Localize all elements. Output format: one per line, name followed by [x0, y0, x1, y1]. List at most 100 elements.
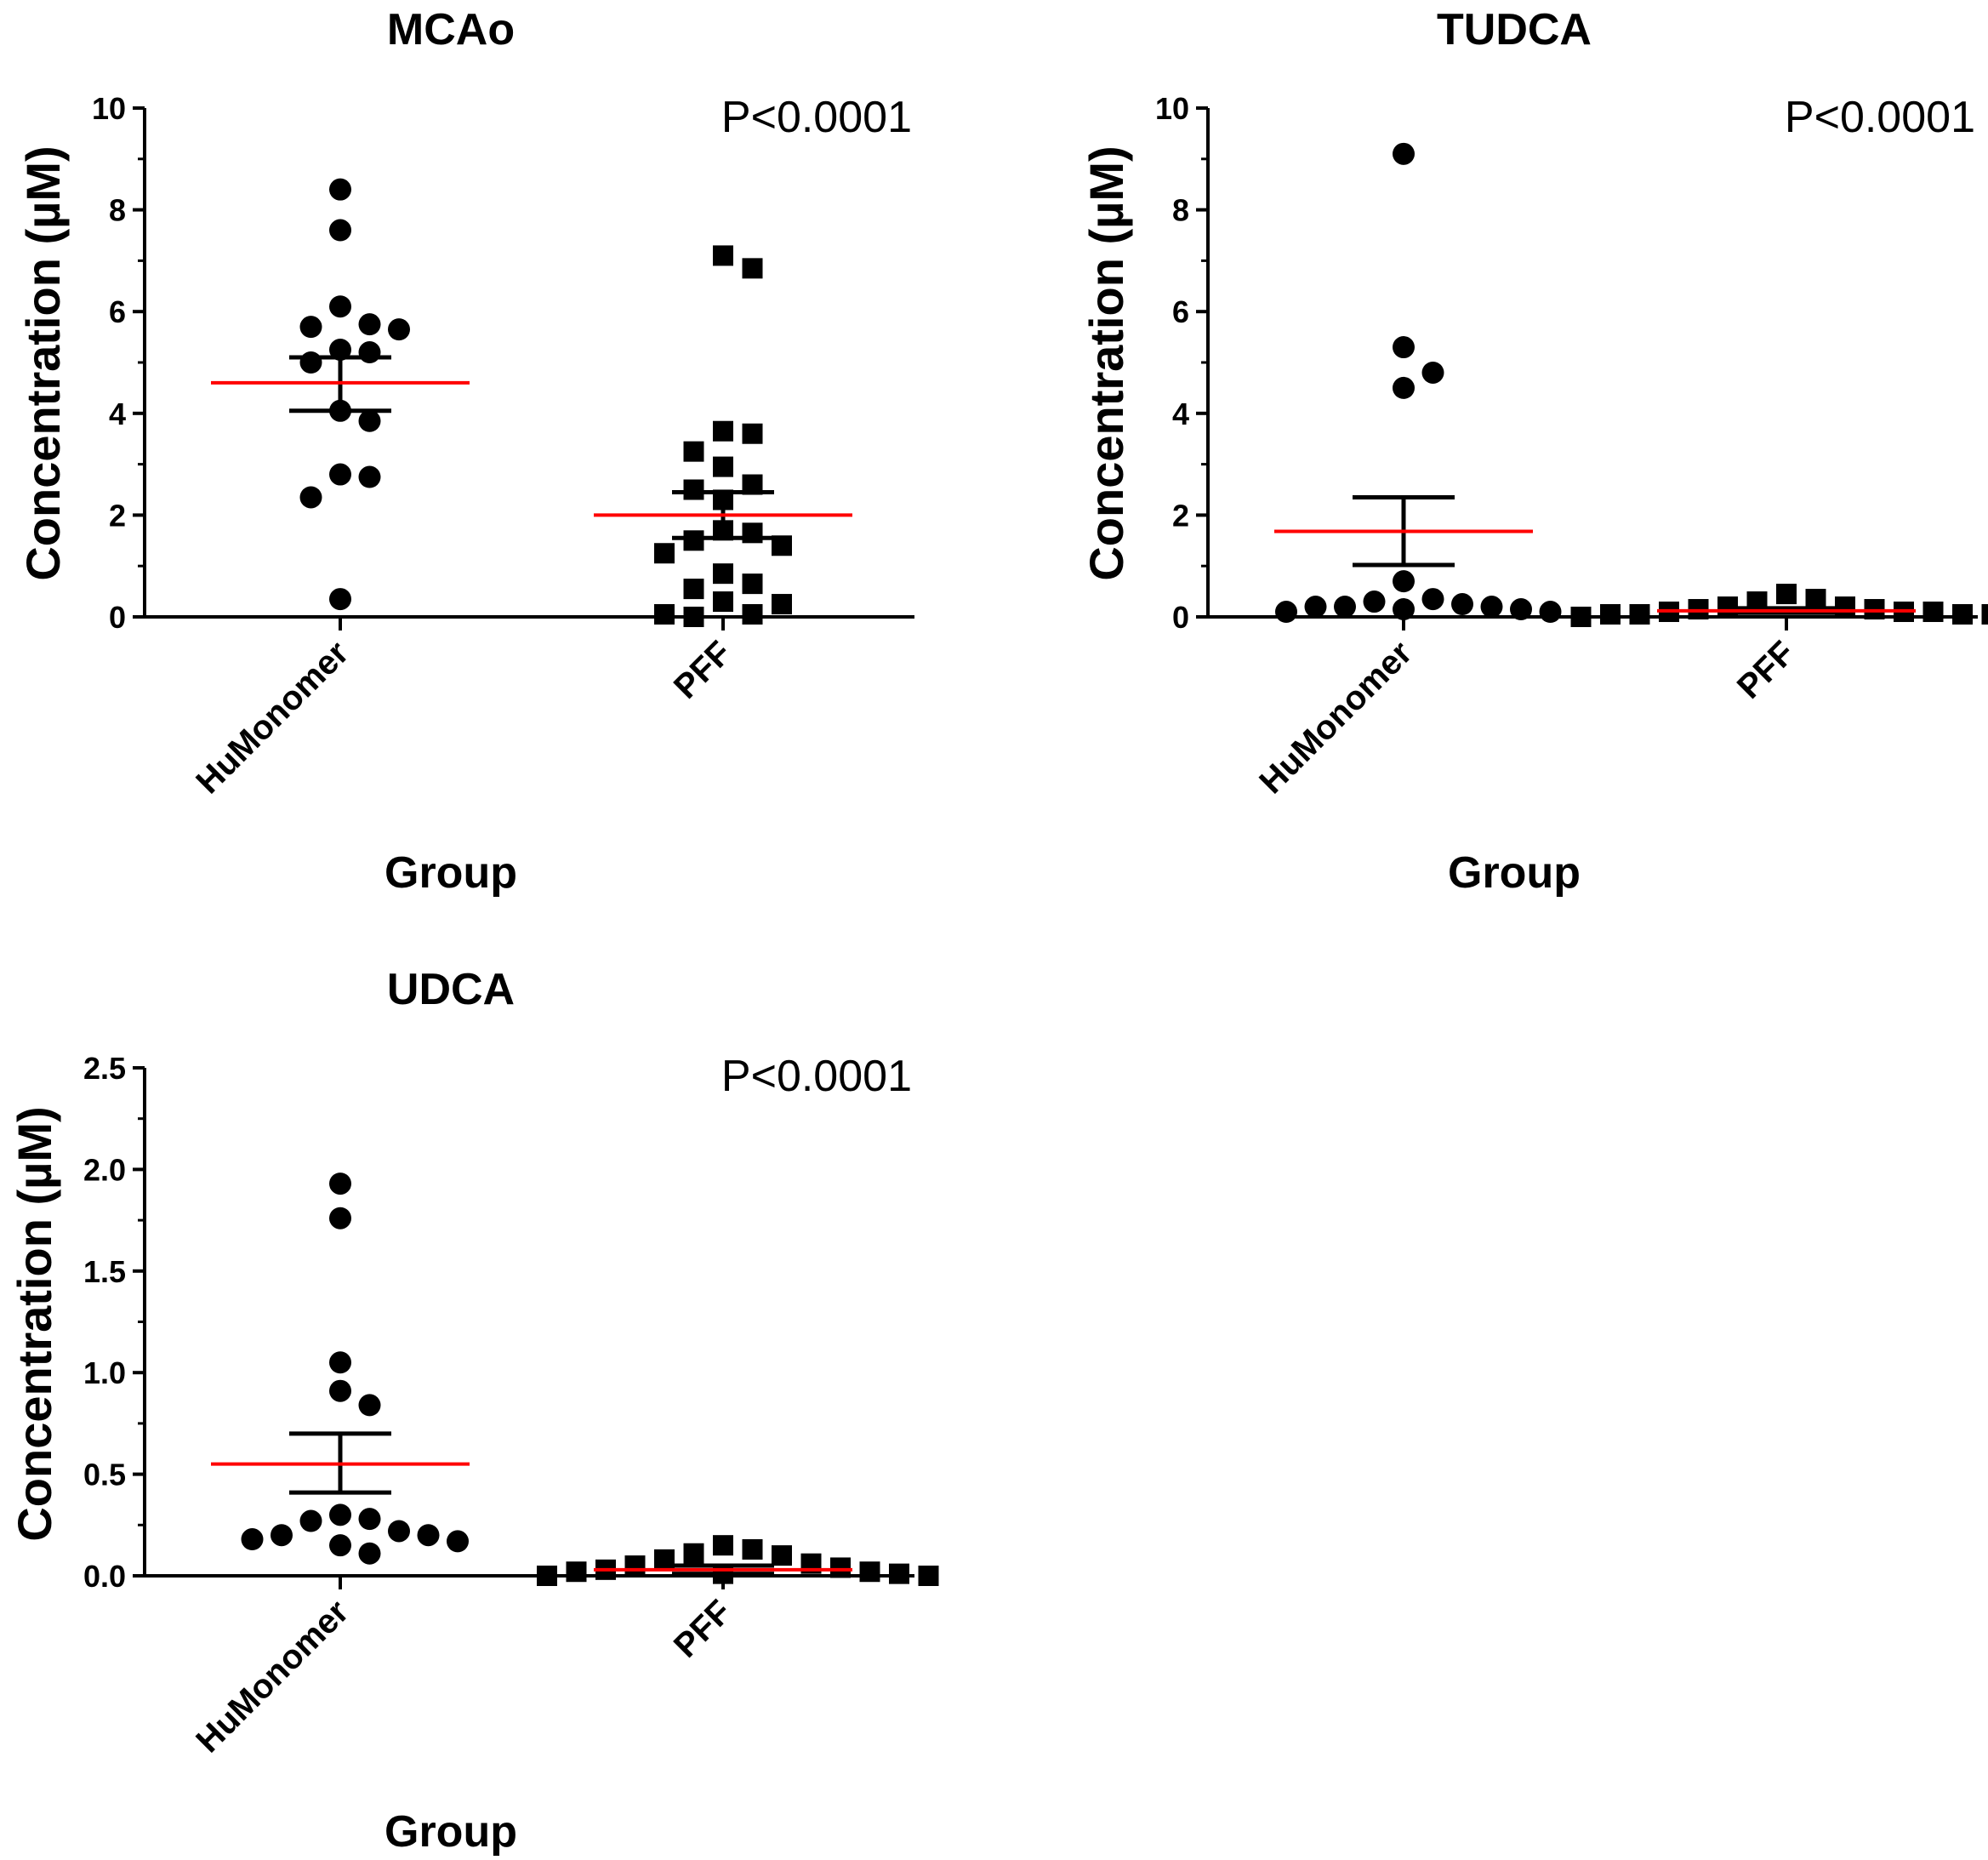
- data-point: [299, 351, 322, 374]
- chart-title: TUDCA: [1437, 5, 1592, 54]
- data-point: [358, 1542, 381, 1565]
- data-point: [329, 463, 351, 486]
- y-tick-label: 0.5: [83, 1458, 126, 1492]
- data-point: [1334, 596, 1356, 619]
- data-point: [358, 313, 381, 336]
- y-tick-labels: 0.0 0.5 1.0 1.5 2.0 2.5: [83, 1051, 126, 1594]
- data-point: [299, 1509, 322, 1532]
- data-point: [329, 1503, 351, 1526]
- data-point: [683, 479, 704, 500]
- data-point: [241, 1528, 264, 1551]
- y-tick-label: 0: [1172, 600, 1189, 635]
- data-point: [299, 486, 322, 509]
- data-point: [713, 456, 733, 477]
- plot-area: [133, 106, 914, 630]
- category-labels: HuMonomer PFF: [189, 1593, 738, 1760]
- data-point: [329, 1351, 351, 1374]
- x-axis-label: Group: [384, 848, 517, 898]
- data-point: [1363, 591, 1386, 613]
- data-point: [447, 1530, 469, 1553]
- data-point: [329, 295, 351, 318]
- data-point: [1600, 604, 1621, 625]
- data-point: [713, 591, 733, 613]
- data-point: [713, 245, 733, 266]
- y-tick-label: 1.0: [83, 1355, 126, 1390]
- y-tick-label: 2: [109, 498, 126, 533]
- data-point: [742, 1538, 763, 1560]
- data-point: [1570, 607, 1592, 627]
- data-point: [772, 594, 792, 615]
- data-point: [889, 1563, 909, 1584]
- data-point: [1393, 376, 1415, 399]
- category-labels: HuMonomer PFF: [189, 634, 738, 801]
- y-tick-label: 0: [109, 600, 126, 635]
- y-axis-label: Concentration (µM): [1079, 145, 1133, 580]
- data-point: [859, 1561, 880, 1583]
- plot-area: [1196, 106, 1988, 630]
- data-point: [1480, 596, 1503, 619]
- data-point: [654, 543, 675, 564]
- y-tick-label: 2.0: [83, 1152, 126, 1187]
- p-value-annotation: P<0.0001: [721, 1052, 912, 1101]
- data-point: [742, 258, 763, 279]
- data-point: [1393, 598, 1415, 621]
- data-point: [1304, 596, 1327, 619]
- data-point: [1421, 361, 1444, 384]
- y-tick-label: 8: [109, 193, 126, 228]
- plot-area: [133, 1066, 939, 1589]
- data-point: [830, 1557, 851, 1578]
- data-point: [1629, 604, 1650, 625]
- category-label: PFF: [1730, 634, 1803, 706]
- data-point: [1275, 601, 1297, 624]
- y-tick-labels: 0 2 4 6 8 10: [1155, 91, 1189, 635]
- data-point: [683, 1543, 704, 1564]
- y-axis-label: Concentration (µM): [16, 145, 70, 580]
- data-point: [772, 535, 792, 556]
- data-point: [329, 178, 351, 201]
- chart-title: UDCA: [387, 965, 515, 1014]
- y-tick-label: 1.5: [83, 1254, 126, 1289]
- data-point: [1717, 596, 1738, 618]
- data-point: [388, 1520, 410, 1543]
- data-point: [537, 1566, 557, 1586]
- data-point: [1805, 589, 1826, 610]
- data-point: [742, 604, 763, 625]
- data-point: [329, 1207, 351, 1230]
- data-point: [1510, 598, 1532, 621]
- data-point: [329, 1534, 351, 1557]
- data-point: [713, 1535, 733, 1556]
- panel-tudca: TUDCA P<0.0001 Concentration (µM) Group …: [1079, 5, 1988, 898]
- data-point: [358, 1394, 381, 1417]
- data-point: [329, 1172, 351, 1195]
- data-point: [1421, 588, 1444, 611]
- category-labels: HuMonomer PFF: [1252, 634, 1802, 801]
- data-point: [683, 607, 704, 627]
- panel-udca: UDCA P<0.0001 Concentration (µM) Group 0…: [8, 965, 939, 1857]
- data-point: [358, 1508, 381, 1531]
- data-point: [1835, 596, 1855, 618]
- data-point: [329, 1379, 351, 1402]
- data-point: [683, 579, 704, 600]
- panel-mcao: MCAo P<0.0001 Concentration (µM) Group 0…: [16, 5, 914, 898]
- p-value-annotation: P<0.0001: [721, 93, 912, 142]
- data-point: [358, 409, 381, 432]
- data-point: [329, 219, 351, 242]
- data-point: [1393, 336, 1415, 359]
- data-point: [329, 588, 351, 611]
- data-point: [683, 530, 704, 551]
- data-point: [1451, 593, 1473, 616]
- data-point: [713, 420, 733, 442]
- data-point: [417, 1524, 440, 1547]
- chart-title: MCAo: [387, 5, 515, 54]
- x-axis-label: Group: [384, 1807, 517, 1857]
- data-point: [1952, 604, 1973, 625]
- y-tick-label: 2: [1172, 498, 1189, 533]
- data-point: [918, 1566, 939, 1586]
- data-point: [566, 1561, 587, 1583]
- y-tick-label: 10: [92, 91, 126, 126]
- data-point: [1393, 570, 1415, 593]
- y-tick-label: 0.0: [83, 1559, 126, 1594]
- category-label: PFF: [667, 1593, 739, 1665]
- data-point: [654, 604, 675, 625]
